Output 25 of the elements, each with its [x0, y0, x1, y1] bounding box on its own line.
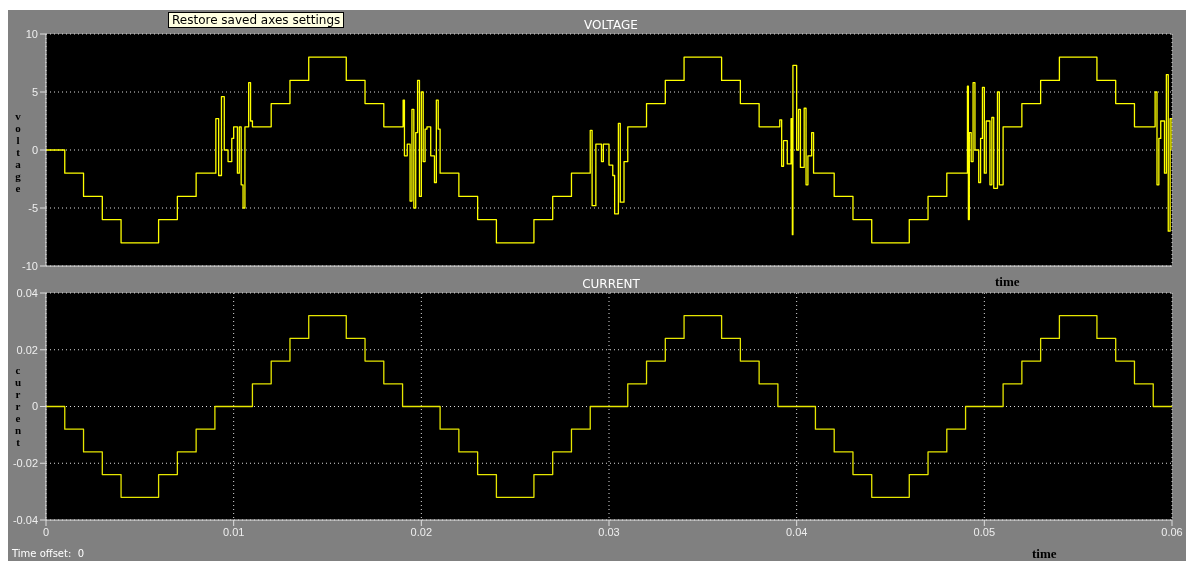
y-tick-label: 0.04 [16, 286, 38, 299]
y-tick-label: -10 [22, 259, 38, 272]
y-tick-label: 0.02 [16, 343, 38, 356]
x-tick-label: 0.01 [222, 525, 245, 538]
x-tick-label: 0.02 [410, 525, 433, 538]
chart-title: VOLTAGE [584, 18, 638, 32]
y-tick-label: -0.04 [12, 513, 38, 526]
y-tick-label: 0 [31, 143, 38, 156]
x-tick-label: 0.06 [1161, 525, 1183, 538]
y-tick-label: 0 [31, 400, 38, 413]
chart-title: CURRENT [582, 277, 640, 291]
y-axis-title: current [12, 364, 24, 448]
x-tick-label: 0 [42, 525, 50, 538]
y-tick-label: 10 [25, 27, 38, 40]
x-tick-label: 0.04 [785, 525, 808, 538]
y-tick-label: 5 [31, 85, 38, 98]
x-axis-title: time [995, 274, 1020, 290]
x-tick-label: 0.05 [973, 525, 996, 538]
y-axis-title: voltage [12, 110, 24, 194]
y-tick-label: -5 [28, 201, 38, 214]
y-tick-label: -0.02 [12, 457, 38, 470]
x-tick-label: 0.03 [598, 525, 620, 538]
x-axis-title: time [1032, 546, 1057, 561]
text: Time offset: 0 [12, 548, 85, 559]
text: Restore saved axes settings [168, 12, 345, 28]
